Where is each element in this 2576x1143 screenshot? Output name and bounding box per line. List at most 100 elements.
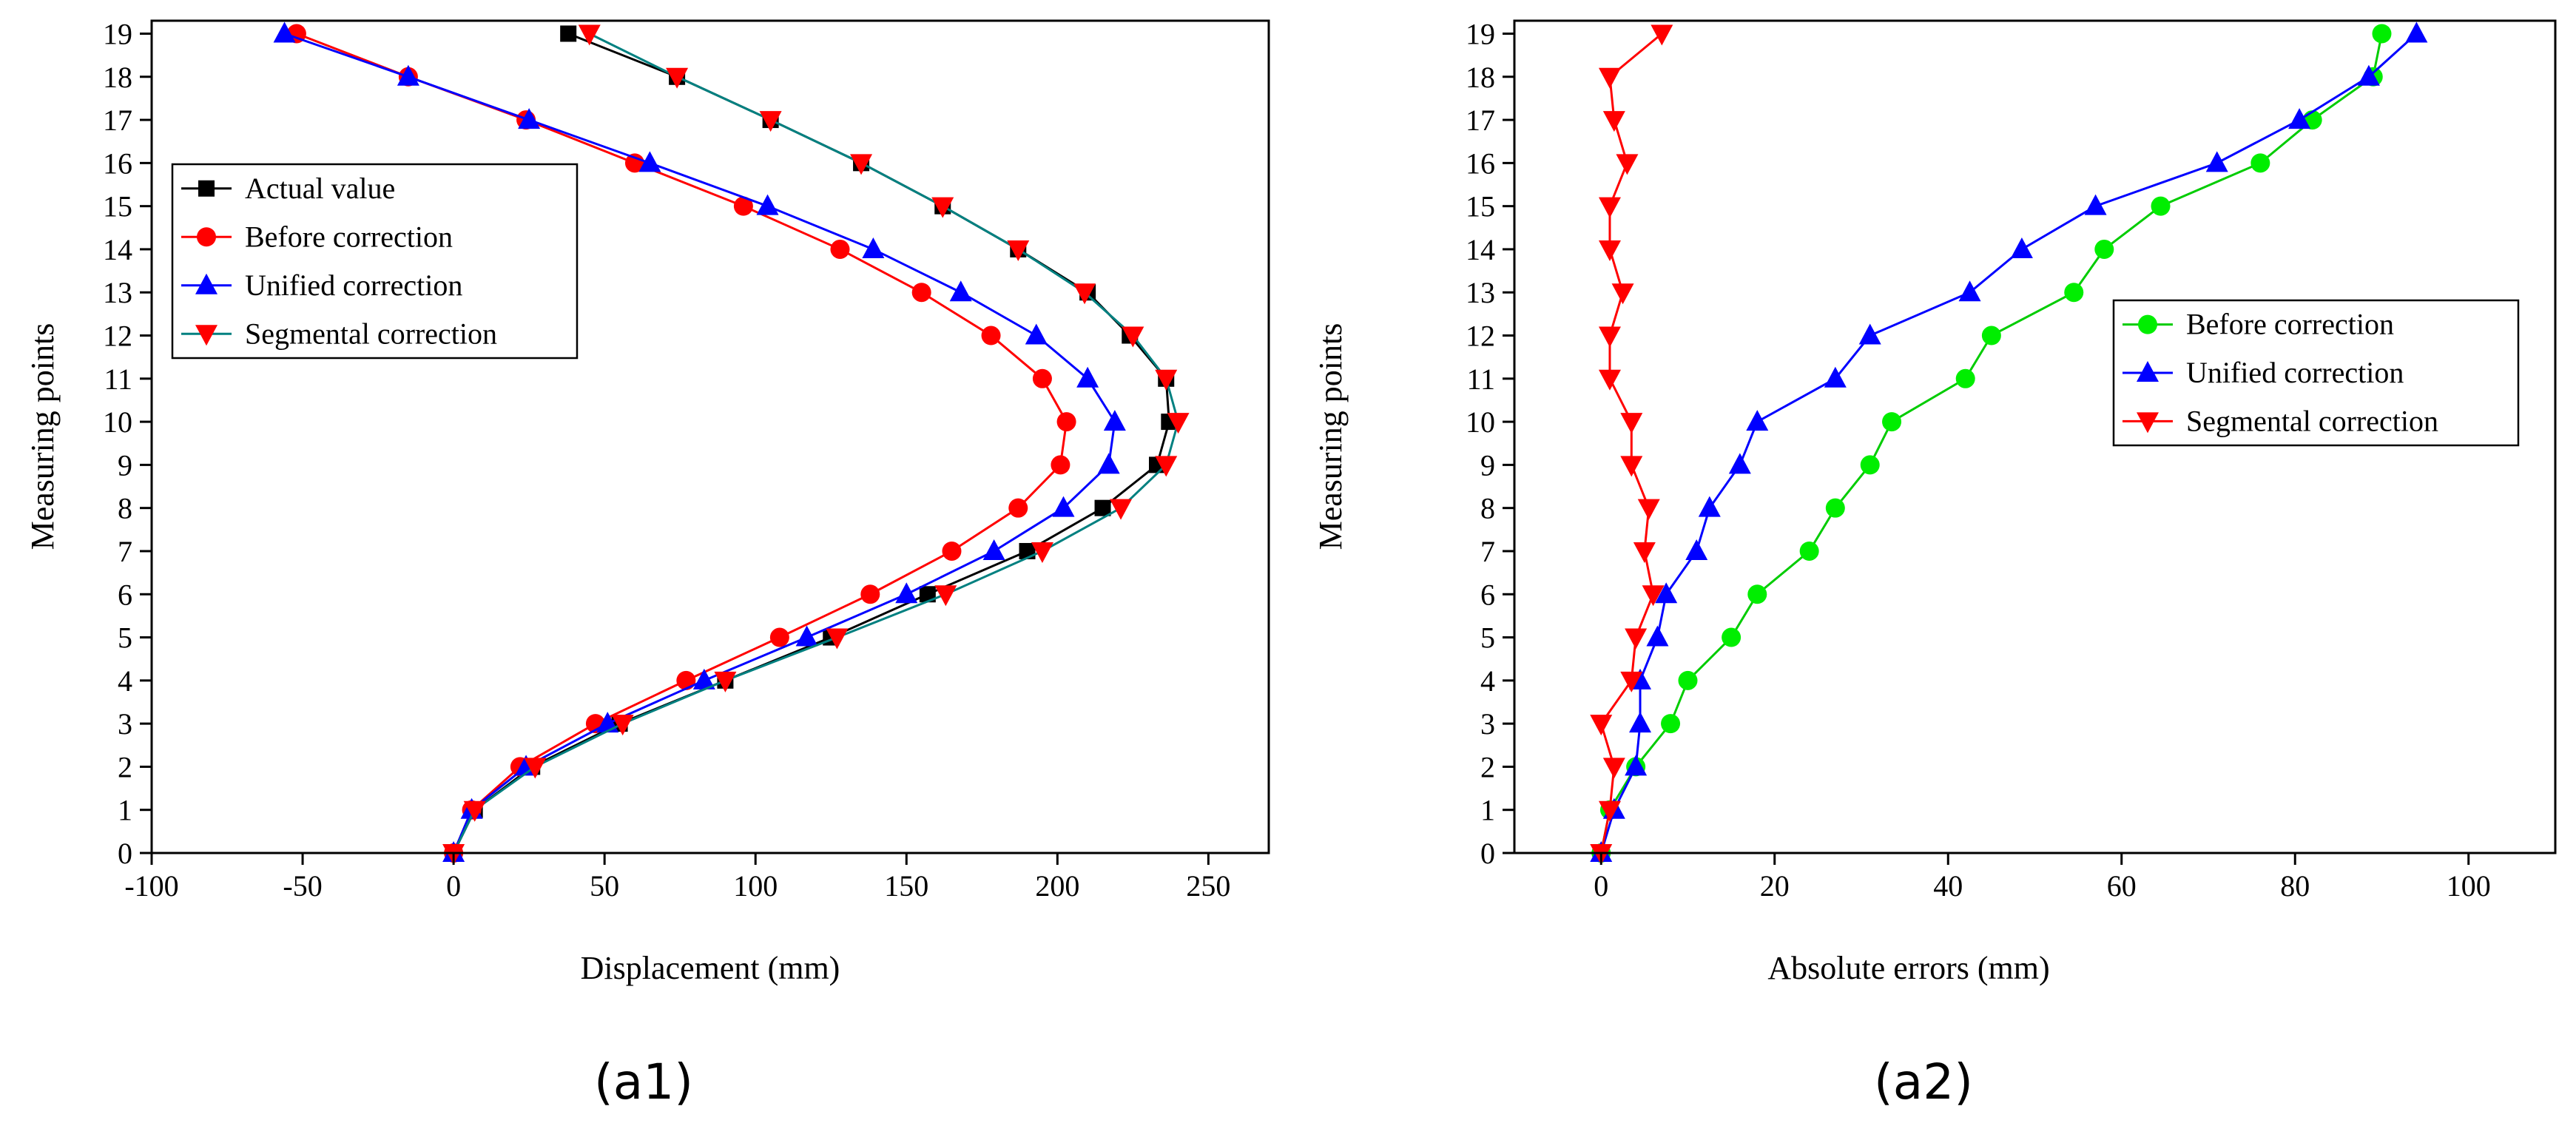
data-point	[1032, 368, 1052, 388]
data-point	[931, 197, 954, 218]
series-unified-correction	[1590, 21, 2428, 862]
x-axis-label-a1: Displacement (mm)	[581, 950, 840, 986]
x-tick-label: 0	[446, 869, 461, 903]
data-point	[759, 111, 782, 132]
data-point	[1629, 712, 1652, 733]
data-point	[2205, 151, 2228, 172]
x-tick-label: -100	[124, 869, 178, 903]
series-line	[452, 33, 1180, 854]
panel-label-a2: (a2)	[1874, 1053, 1973, 1110]
data-point	[1655, 582, 1678, 604]
data-point	[1633, 542, 1656, 563]
data-point	[1882, 412, 1902, 432]
y-tick-label: 12	[1466, 320, 1495, 353]
data-point	[756, 194, 779, 215]
y-tick-label: 19	[103, 17, 132, 50]
x-tick-label: 150	[884, 869, 928, 903]
series-line	[296, 33, 1068, 854]
data-point	[1076, 366, 1099, 388]
legend-label: Before correction	[2186, 308, 2394, 341]
data-point	[273, 21, 296, 43]
x-tick-label: 50	[590, 869, 619, 903]
plot-frame-a1	[150, 19, 1270, 854]
x-tick-label: 20	[1760, 869, 1790, 903]
data-point	[934, 585, 957, 607]
data-point	[2064, 283, 2084, 303]
data-point	[949, 280, 972, 302]
legend-marker	[195, 273, 218, 294]
series-unified-correction	[273, 21, 1126, 862]
data-point	[397, 64, 419, 86]
data-point	[1155, 369, 1178, 391]
data-point	[1073, 283, 1096, 305]
data-point	[1625, 628, 1648, 650]
data-point	[1722, 627, 1742, 647]
panel-label-a1: (a1)	[594, 1053, 693, 1110]
y-tick-label: 1	[1480, 794, 1495, 827]
y-tick-label: 6	[118, 578, 132, 611]
data-point	[1616, 154, 1639, 175]
y-tick-label: 4	[1480, 664, 1495, 698]
data-point	[1620, 671, 1643, 692]
y-tick-label: 17	[1466, 104, 1495, 137]
y-tick-label: 7	[1480, 535, 1495, 568]
data-point	[2405, 21, 2428, 43]
y-tick-label: 15	[103, 190, 132, 223]
data-point	[1651, 24, 1673, 46]
data-point	[676, 670, 696, 690]
legend-marker	[195, 325, 218, 346]
data-point	[1025, 323, 1048, 345]
data-point	[911, 283, 931, 303]
data-point	[1678, 670, 1698, 690]
data-point	[1598, 240, 1621, 261]
data-point	[692, 668, 715, 689]
y-tick-label: 9	[118, 448, 132, 482]
data-point	[1685, 539, 1708, 560]
data-point	[578, 24, 601, 46]
x-tick-label: 100	[733, 869, 778, 903]
data-point	[942, 541, 962, 561]
data-point	[1958, 280, 1981, 302]
data-point	[666, 67, 689, 89]
data-point	[1155, 456, 1178, 477]
legend-box	[2112, 299, 2520, 447]
y-axis-label-a1: Measuring points	[24, 323, 61, 550]
data-point	[850, 154, 873, 175]
data-point	[1620, 456, 1643, 477]
data-point	[919, 586, 936, 603]
legend-marker	[2137, 412, 2159, 434]
data-point	[1598, 197, 1621, 218]
y-tick-label: 16	[1466, 146, 1495, 180]
data-point	[2010, 237, 2033, 258]
data-point	[2250, 153, 2270, 173]
data-point	[1799, 541, 1819, 561]
data-point	[1746, 410, 1769, 431]
data-point	[1103, 410, 1126, 431]
y-tick-label: 18	[103, 61, 132, 94]
data-point	[1611, 283, 1634, 305]
legend-a2: Before correction Unified correction Segme…	[2112, 299, 2520, 447]
data-point	[714, 671, 737, 692]
y-tick-label: 2	[118, 750, 132, 783]
x-axis-label-a2: Absolute errors (mm)	[1767, 950, 2049, 986]
data-point	[1625, 755, 1648, 776]
legend-label: Unified correction	[2186, 356, 2404, 389]
y-tick-label: 4	[118, 664, 132, 698]
data-point	[1051, 455, 1070, 475]
x-tick-label: 250	[1186, 869, 1230, 903]
data-point	[830, 239, 850, 259]
data-point	[518, 108, 541, 129]
data-point	[611, 715, 634, 736]
data-point	[1007, 240, 1030, 261]
data-point	[1824, 366, 1847, 388]
y-tick-label: 9	[1480, 448, 1495, 482]
data-point	[2357, 64, 2380, 86]
data-point	[2288, 108, 2311, 129]
data-point	[524, 758, 547, 779]
x-tick-label: 100	[2447, 869, 2491, 903]
data-point	[1955, 368, 1975, 388]
data-point	[1167, 413, 1190, 434]
legend-label: Before correction	[245, 220, 453, 253]
y-tick-label: 8	[1480, 492, 1495, 525]
data-point	[560, 25, 577, 42]
